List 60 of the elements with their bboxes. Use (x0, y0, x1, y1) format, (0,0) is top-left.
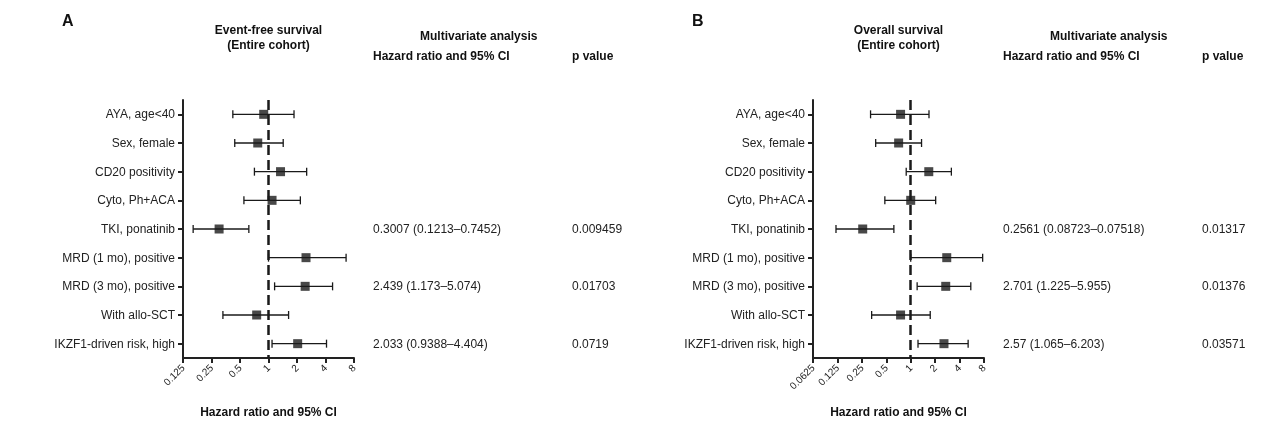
text: A (62, 11, 74, 29)
x-tick-label: 1 (260, 361, 273, 374)
text: 0.009459 (572, 222, 623, 236)
x-tick-label: 2 (927, 361, 940, 374)
x-tick-label: 8 (346, 361, 359, 374)
y-tick-label: With allo-SCT (730, 308, 806, 322)
x-axis-title: Hazard ratio and 95% CI (830, 405, 967, 419)
point (941, 281, 951, 291)
x-tick-label: 0.5 (872, 361, 891, 380)
text: Multivariate analysis (1050, 29, 1168, 43)
text: p value (1202, 49, 1244, 63)
text: Multivariate analysis (420, 29, 538, 43)
point (942, 253, 952, 263)
point (894, 138, 904, 148)
y-tick-label: IKZF1-driven risk, high (684, 336, 805, 351)
y-tick-label: MRD (3 mo), positive (692, 279, 806, 294)
text: p value (572, 49, 614, 63)
y-tick-label: MRD (3 mo), positive (62, 279, 176, 294)
x-tick-label: 1 (902, 361, 915, 374)
text: 0.01703 (572, 279, 616, 294)
y-tick-label: Sex, female (741, 136, 806, 150)
text: Hazard ratio and 95% CI (1003, 49, 1140, 63)
x-axis-title: Hazard ratio and 95% CI (200, 405, 337, 419)
y-tick-label: AYA, age<40 (105, 107, 176, 122)
text: 2.57 (1.065–6.203) (1003, 336, 1105, 351)
y-tick-label: Cyto, Ph+ACA (727, 193, 805, 208)
y-tick-label: CD20 positivity (724, 164, 805, 179)
y-tick-label: Cyto, Ph+ACA (97, 193, 175, 208)
x-tick-label: 8 (976, 361, 989, 374)
y-tick-label: AYA, age<40 (735, 107, 806, 122)
y-tick-label: TKI, ponatinib (730, 222, 806, 236)
chart-title: Event-free survival (Entire cohort) (214, 22, 323, 52)
point (896, 310, 906, 320)
y-tick-label: MRD (1 mo), positive (692, 250, 806, 265)
x-tick-label: 0.25 (844, 361, 867, 384)
text: 0.01376 (1202, 279, 1246, 294)
text: 2.439 (1.173–5.074) (373, 279, 482, 294)
y-tick-label: With allo-SCT (100, 308, 176, 322)
point (896, 109, 906, 119)
y-tick-label: IKZF1-driven risk, high (54, 336, 175, 351)
x-tick-label: 4 (951, 361, 964, 374)
text: 2.033 (0.9388–4.404) (373, 336, 488, 351)
text: Hazard ratio and 95% CI (373, 49, 510, 63)
text: 0.01317 (1202, 222, 1246, 236)
x-tick-label: 4 (317, 361, 330, 374)
y-tick-label: CD20 positivity (94, 164, 175, 179)
text: B (692, 11, 704, 29)
y-tick-label: TKI, ponatinib (100, 222, 176, 236)
text: 0.03571 (1202, 336, 1246, 351)
text: 0.3007 (0.1213–0.7452) (373, 222, 502, 236)
text: 0.0719 (572, 336, 610, 351)
y-tick-label: Sex, female (111, 136, 176, 150)
chart-title: Overall survival (Entire cohort) (853, 22, 944, 52)
point (939, 339, 949, 349)
x-tick-label: 0.25 (193, 361, 216, 384)
x-tick-label: 2 (289, 361, 302, 374)
y-tick-label: MRD (1 mo), positive (62, 250, 176, 265)
x-tick-label: 0.5 (226, 361, 245, 380)
text: 2.701 (1.225–5.955) (1003, 279, 1112, 294)
text: 0.2561 (0.08723–0.07518) (1003, 222, 1145, 236)
